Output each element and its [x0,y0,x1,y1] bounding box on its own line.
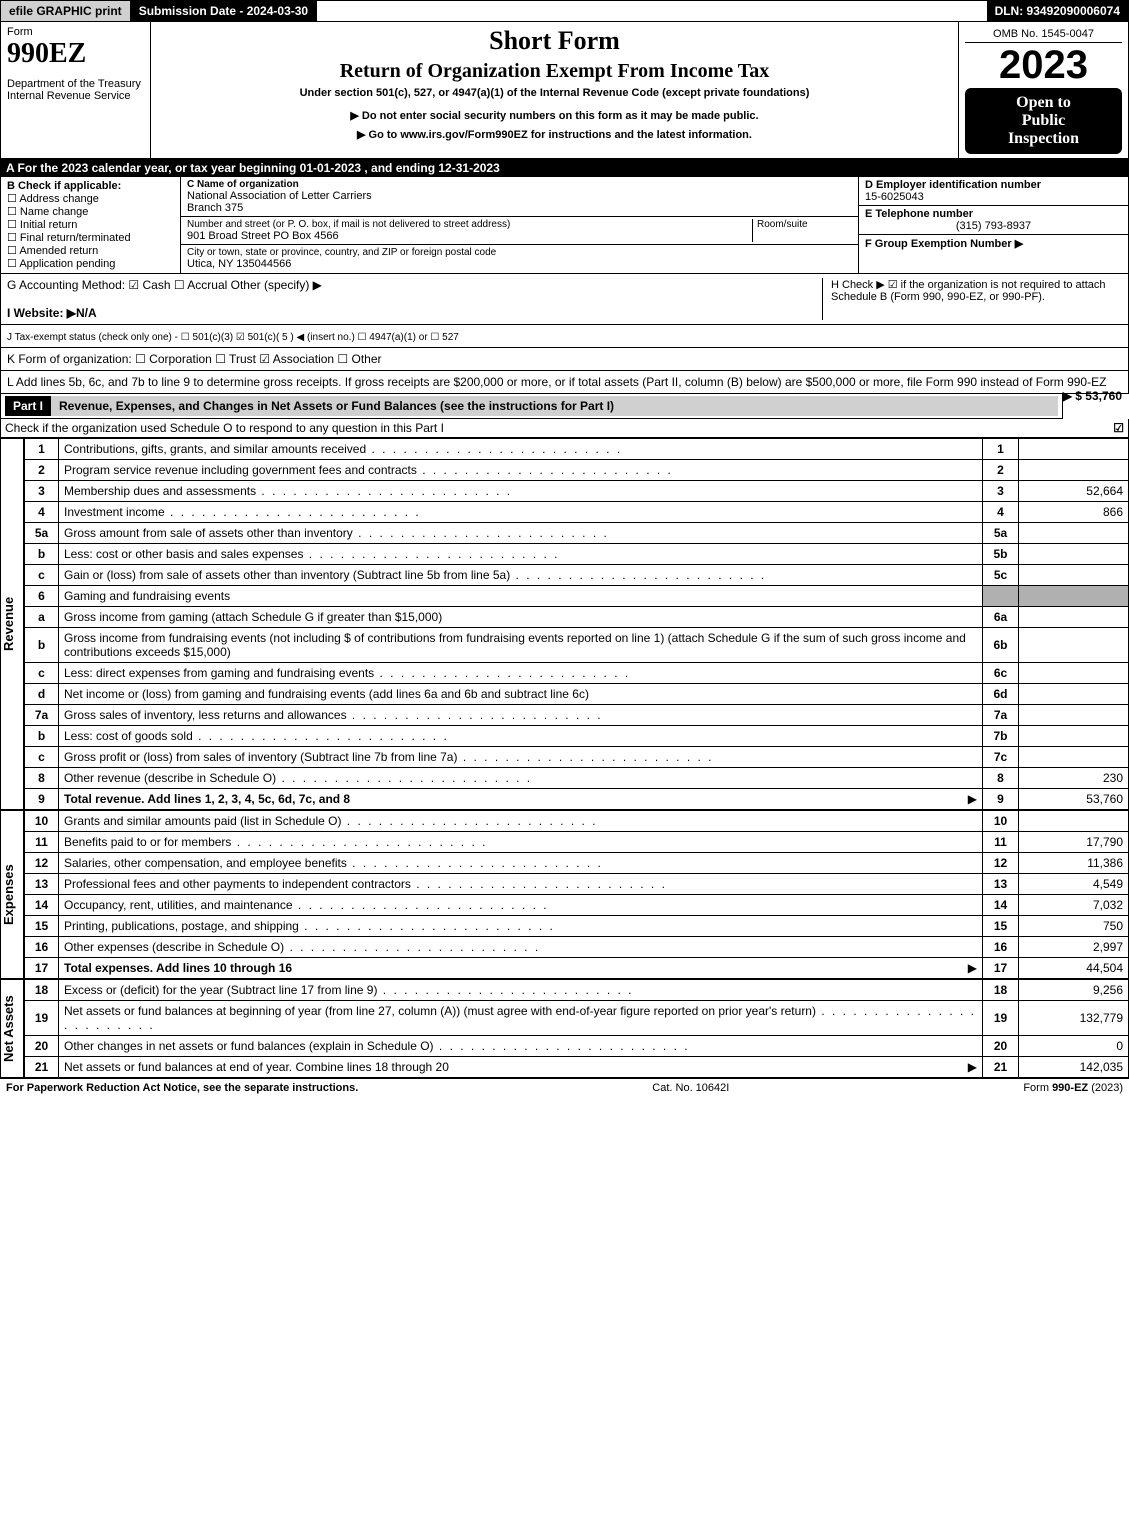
line-9: 9Total revenue. Add lines 1, 2, 3, 4, 5c… [25,789,1129,810]
open-to-public: Open to Public Inspection [965,88,1122,154]
revenue-table: 1Contributions, gifts, grants, and simil… [24,438,1129,810]
title-main: Return of Organization Exempt From Incom… [157,60,952,83]
lbl-city: City or town, state or province, country… [187,247,852,258]
line-j: J Tax-exempt status (check only one) - ☐… [0,325,1129,348]
line-i: I Website: ▶N/A [7,306,97,320]
line-19: 19Net assets or fund balances at beginni… [25,1001,1129,1036]
phone-value: (315) 793-8937 [865,220,1122,232]
line-6b: bGross income from fundraising events (n… [25,628,1129,663]
form-number: 990EZ [7,38,144,70]
part-1-checkmark: ☑ [1113,421,1124,435]
chk-address-change[interactable]: ☐ Address change [7,192,174,205]
side-label-expenses: Expenses [0,810,24,979]
dln: DLN: 93492090006074 [987,1,1128,21]
line-l: L Add lines 5b, 6c, and 7b to line 9 to … [0,371,1129,394]
box-c: C Name of organization National Associat… [181,177,858,273]
title-short-form: Short Form [157,26,952,56]
subtitle: Under section 501(c), 527, or 4947(a)(1)… [157,87,952,99]
lbl-street: Number and street (or P. O. box, if mail… [187,219,752,230]
efile-print-button[interactable]: efile GRAPHIC print [1,1,131,21]
net-assets-table: 18Excess or (deficit) for the year (Subt… [24,979,1129,1078]
line-11: 11Benefits paid to or for members1117,79… [25,832,1129,853]
form-word: Form [7,26,144,38]
street-address: 901 Broad Street PO Box 4566 [187,230,752,242]
irs-label: Internal Revenue Service [7,90,144,102]
expenses-section: Expenses 10Grants and similar amounts pa… [0,810,1129,979]
section-a-calendar-year: A For the 2023 calendar year, or tax yea… [0,159,1129,177]
net-assets-section: Net Assets 18Excess or (deficit) for the… [0,979,1129,1078]
box-b-title: B Check if applicable: [7,180,174,192]
line-4: 4Investment income4866 [25,502,1129,523]
line-15: 15Printing, publications, postage, and s… [25,916,1129,937]
line-13: 13Professional fees and other payments t… [25,874,1129,895]
submission-date: Submission Date - 2024-03-30 [131,1,317,21]
line-8: 8Other revenue (describe in Schedule O)8… [25,768,1129,789]
lbl-group-exemption: F Group Exemption Number ▶ [865,237,1122,250]
line-5b: bLess: cost or other basis and sales exp… [25,544,1129,565]
line-21: 21Net assets or fund balances at end of … [25,1057,1129,1078]
page-footer: For Paperwork Reduction Act Notice, see … [0,1078,1129,1097]
lbl-ein: D Employer identification number [865,179,1122,191]
revenue-section: Revenue 1Contributions, gifts, grants, a… [0,438,1129,810]
line-5a: 5aGross amount from sale of assets other… [25,523,1129,544]
lbl-phone: E Telephone number [865,208,1122,220]
ein-value: 15-6025043 [865,191,1122,203]
chk-name-change[interactable]: ☐ Name change [7,205,174,218]
line-18: 18Excess or (deficit) for the year (Subt… [25,980,1129,1001]
footer-cat-no: Cat. No. 10642I [652,1082,729,1094]
footer-form-ref: Form 990-EZ (2023) [1023,1082,1123,1094]
line-7b: bLess: cost of goods sold7b [25,726,1129,747]
org-name: National Association of Letter Carriers [187,190,852,202]
box-def: D Employer identification number 15-6025… [858,177,1128,273]
tax-year: 2023 [965,43,1122,88]
line-1: 1Contributions, gifts, grants, and simil… [25,439,1129,460]
line-17: 17Total expenses. Add lines 10 through 1… [25,958,1129,979]
line-g: G Accounting Method: ☑ Cash ☐ Accrual Ot… [7,278,814,292]
lines-g-h: G Accounting Method: ☑ Cash ☐ Accrual Ot… [0,274,1129,325]
line-12: 12Salaries, other compensation, and empl… [25,853,1129,874]
lbl-room: Room/suite [757,219,852,230]
line-5c: cGain or (loss) from sale of assets othe… [25,565,1129,586]
part-1-header-row: Part I Revenue, Expenses, and Changes in… [0,394,1063,419]
org-branch: Branch 375 [187,202,852,214]
form-header: Form 990EZ Department of the Treasury In… [0,22,1129,159]
top-bar: efile GRAPHIC print Submission Date - 20… [0,0,1129,22]
side-label-net-assets: Net Assets [0,979,24,1078]
side-label-revenue: Revenue [0,438,24,810]
line-6d: dNet income or (loss) from gaming and fu… [25,684,1129,705]
lbl-org-name: C Name of organization [187,179,852,190]
line-h: H Check ▶ ☑ if the organization is not r… [822,278,1122,320]
ssn-warning: ▶ Do not enter social security numbers o… [157,109,952,122]
line-3: 3Membership dues and assessments352,664 [25,481,1129,502]
line-20: 20Other changes in net assets or fund ba… [25,1036,1129,1057]
instructions-link[interactable]: ▶ Go to www.irs.gov/Form990EZ for instru… [157,128,952,141]
line-7a: 7aGross sales of inventory, less returns… [25,705,1129,726]
part-1-label: Part I [5,396,51,416]
dept-treasury: Department of the Treasury [7,78,144,90]
chk-final-return[interactable]: ☐ Final return/terminated [7,231,174,244]
org-info-block: B Check if applicable: ☐ Address change … [0,177,1129,274]
line-l-amount: ▶ $ 53,760 [1063,389,1122,403]
line-6a: aGross income from gaming (attach Schedu… [25,607,1129,628]
part-1-check-text: Check if the organization used Schedule … [5,421,444,435]
line-6c: cLess: direct expenses from gaming and f… [25,663,1129,684]
expenses-table: 10Grants and similar amounts paid (list … [24,810,1129,979]
line-6: 6Gaming and fundraising events [25,586,1129,607]
line-10: 10Grants and similar amounts paid (list … [25,811,1129,832]
line-2: 2Program service revenue including gover… [25,460,1129,481]
line-16: 16Other expenses (describe in Schedule O… [25,937,1129,958]
footer-left: For Paperwork Reduction Act Notice, see … [6,1082,358,1094]
chk-initial-return[interactable]: ☐ Initial return [7,218,174,231]
part-1-title: Revenue, Expenses, and Changes in Net As… [51,396,1058,416]
chk-amended-return[interactable]: ☐ Amended return [7,244,174,257]
omb-number: OMB No. 1545-0047 [965,26,1122,43]
line-7c: cGross profit or (loss) from sales of in… [25,747,1129,768]
line-14: 14Occupancy, rent, utilities, and mainte… [25,895,1129,916]
line-k: K Form of organization: ☐ Corporation ☐ … [0,348,1129,371]
box-b: B Check if applicable: ☐ Address change … [1,177,181,273]
city-state-zip: Utica, NY 135044566 [187,258,852,270]
chk-application-pending[interactable]: ☐ Application pending [7,257,174,270]
part-1-check-row: Check if the organization used Schedule … [0,419,1129,438]
